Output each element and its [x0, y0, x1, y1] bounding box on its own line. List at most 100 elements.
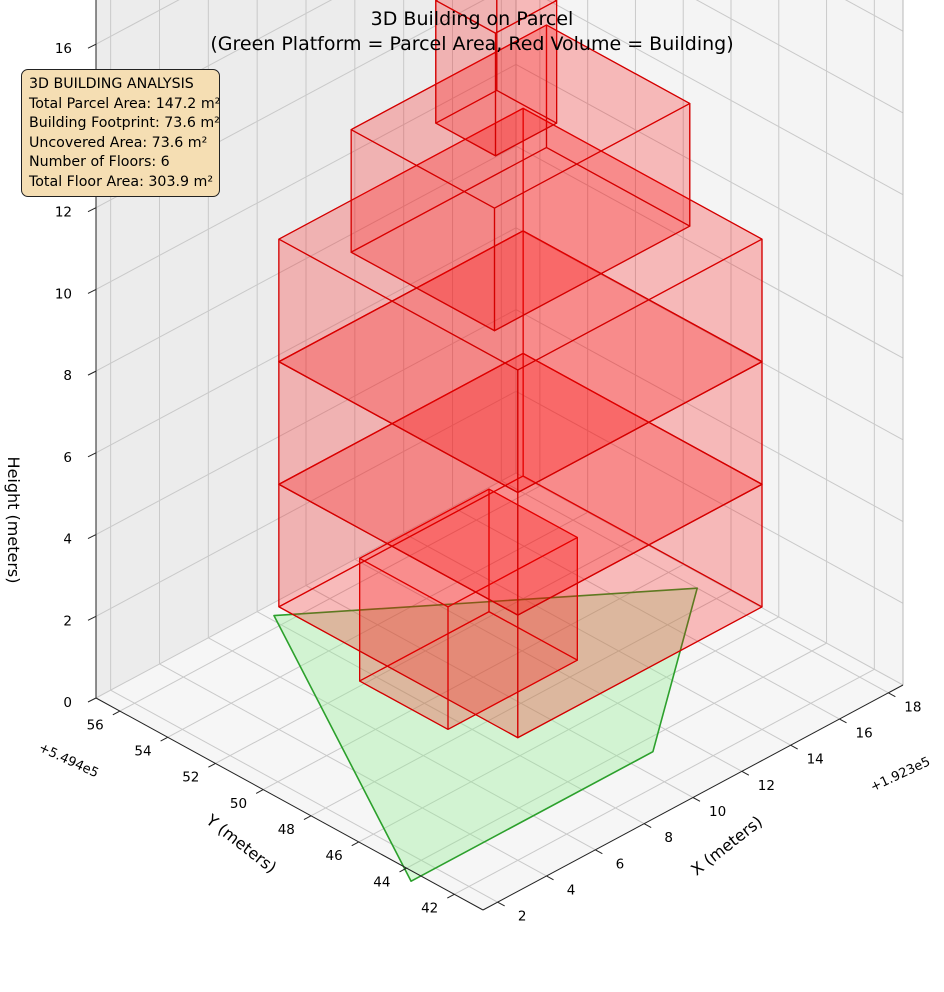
x-tick — [595, 849, 603, 855]
grid-line-z — [95, 145, 517, 372]
info-total-floor-area: Total Floor Area: 303.9 m² — [29, 173, 214, 190]
building-face — [359, 557, 449, 731]
axes-layer: 2468101214161842444648505254560246810121… — [55, 0, 921, 925]
y-tick — [399, 867, 407, 873]
y-tick-label: 56 — [87, 717, 104, 733]
grid-line-z — [95, 227, 517, 454]
grid-lines — [95, 0, 904, 903]
grid-line-y — [262, 564, 684, 791]
x-tick — [643, 823, 652, 828]
x-tick-label: 10 — [709, 804, 726, 820]
y-tick-label: 48 — [278, 822, 295, 838]
info-parcel-area: Total Parcel Area: 147.2 m² — [29, 95, 221, 112]
grid-line-y — [358, 616, 780, 843]
y-tick — [447, 893, 455, 899]
y-tick-label: 50 — [230, 796, 247, 812]
z-tick — [87, 43, 97, 49]
building-box-2 — [278, 352, 763, 739]
y-tick-label: 46 — [326, 848, 343, 864]
grid-line-y — [119, 485, 541, 712]
building-face — [545, 24, 691, 227]
grid-line-x — [305, 585, 694, 798]
x-tick — [741, 770, 750, 776]
building-face — [496, 0, 558, 124]
y-tick-label: 42 — [421, 901, 438, 917]
building-box-1 — [359, 488, 579, 731]
grid-line-z — [515, 145, 904, 359]
z-tick — [87, 697, 97, 703]
building-box-5 — [350, 24, 691, 332]
y-axis-label: Y (meters) — [202, 810, 281, 877]
x-tick — [692, 797, 701, 802]
x-tick — [888, 692, 896, 698]
z-tick-label: 0 — [63, 695, 72, 711]
x-tick-label: 2 — [518, 909, 527, 925]
x-tick-label: 8 — [664, 830, 673, 846]
chart-subtitle: (Green Platform = Parcel Area, Red Volum… — [210, 33, 733, 55]
grid-line-z — [515, 472, 904, 686]
grid-line-y — [310, 590, 732, 817]
grid-line-z — [515, 309, 904, 522]
y-tick — [255, 789, 264, 794]
y-tick — [112, 710, 121, 716]
building-box-4 — [278, 107, 763, 494]
grid-line-x — [256, 611, 645, 825]
x-tick-label: 4 — [567, 882, 576, 898]
building-box-3 — [278, 230, 763, 616]
z-axis-label: Height (meters) — [4, 457, 23, 584]
x-tick — [546, 875, 554, 881]
x-tick — [839, 718, 847, 724]
z-tick — [87, 288, 97, 294]
z-tick-label: 6 — [63, 450, 72, 466]
x-tick-label: 6 — [616, 856, 625, 872]
z-tick — [87, 615, 97, 621]
chart-title: 3D Building on Parcel — [371, 8, 574, 30]
grid-line-z — [95, 63, 517, 290]
building-face — [488, 488, 579, 661]
grid-line-z — [515, 227, 904, 441]
info-uncovered-area: Uncovered Area: 73.6 m² — [29, 134, 208, 151]
z-tick — [87, 534, 97, 540]
x-tick-label: 18 — [904, 699, 921, 715]
x-tick-label: 14 — [807, 752, 824, 768]
z-tick-label: 8 — [63, 368, 72, 384]
grid-line-z — [695, 0, 904, 114]
building-face — [435, 0, 497, 157]
x-tick-label: 16 — [856, 726, 873, 742]
y-tick-label: 54 — [134, 744, 151, 760]
grid-line-x — [501, 480, 889, 694]
building-face — [350, 129, 496, 332]
y-tick-label: 52 — [182, 770, 199, 786]
grid-line-x — [452, 506, 840, 720]
z-tick-label: 4 — [63, 532, 72, 548]
z-tick — [87, 207, 97, 213]
x-tick-label: 12 — [758, 778, 775, 794]
grid-line-y — [215, 537, 636, 764]
x-tick — [497, 901, 505, 907]
z-tick-label: 10 — [55, 286, 72, 302]
y-tick — [303, 815, 312, 820]
grid-line-z — [515, 63, 904, 277]
building-face — [522, 107, 763, 363]
analysis-info-box: 3D BUILDING ANALYSIS Total Parcel Area: … — [21, 69, 220, 197]
z-tick-label: 2 — [63, 613, 72, 629]
y-tick-label: 44 — [373, 874, 390, 890]
grid-line-z — [546, 0, 904, 196]
grid-line-z — [95, 0, 180, 45]
y-tick — [160, 736, 168, 742]
building-box-6 — [435, 0, 558, 157]
grid-line-y — [406, 642, 827, 869]
info-title: 3D BUILDING ANALYSIS — [29, 76, 194, 92]
building-layer — [278, 0, 763, 739]
grid-line-x — [208, 637, 596, 851]
info-floors: Number of Floors: 6 — [29, 154, 170, 171]
z-tick-label: 16 — [55, 41, 72, 57]
grid-line-x — [354, 558, 743, 772]
grid-line-z — [95, 390, 517, 617]
z-tick-label: 12 — [55, 205, 72, 221]
y-axis-line — [95, 697, 484, 911]
grid-line-x — [403, 532, 791, 746]
x-tick — [790, 744, 798, 750]
x-offset-label: +1.923e5 — [868, 754, 933, 795]
